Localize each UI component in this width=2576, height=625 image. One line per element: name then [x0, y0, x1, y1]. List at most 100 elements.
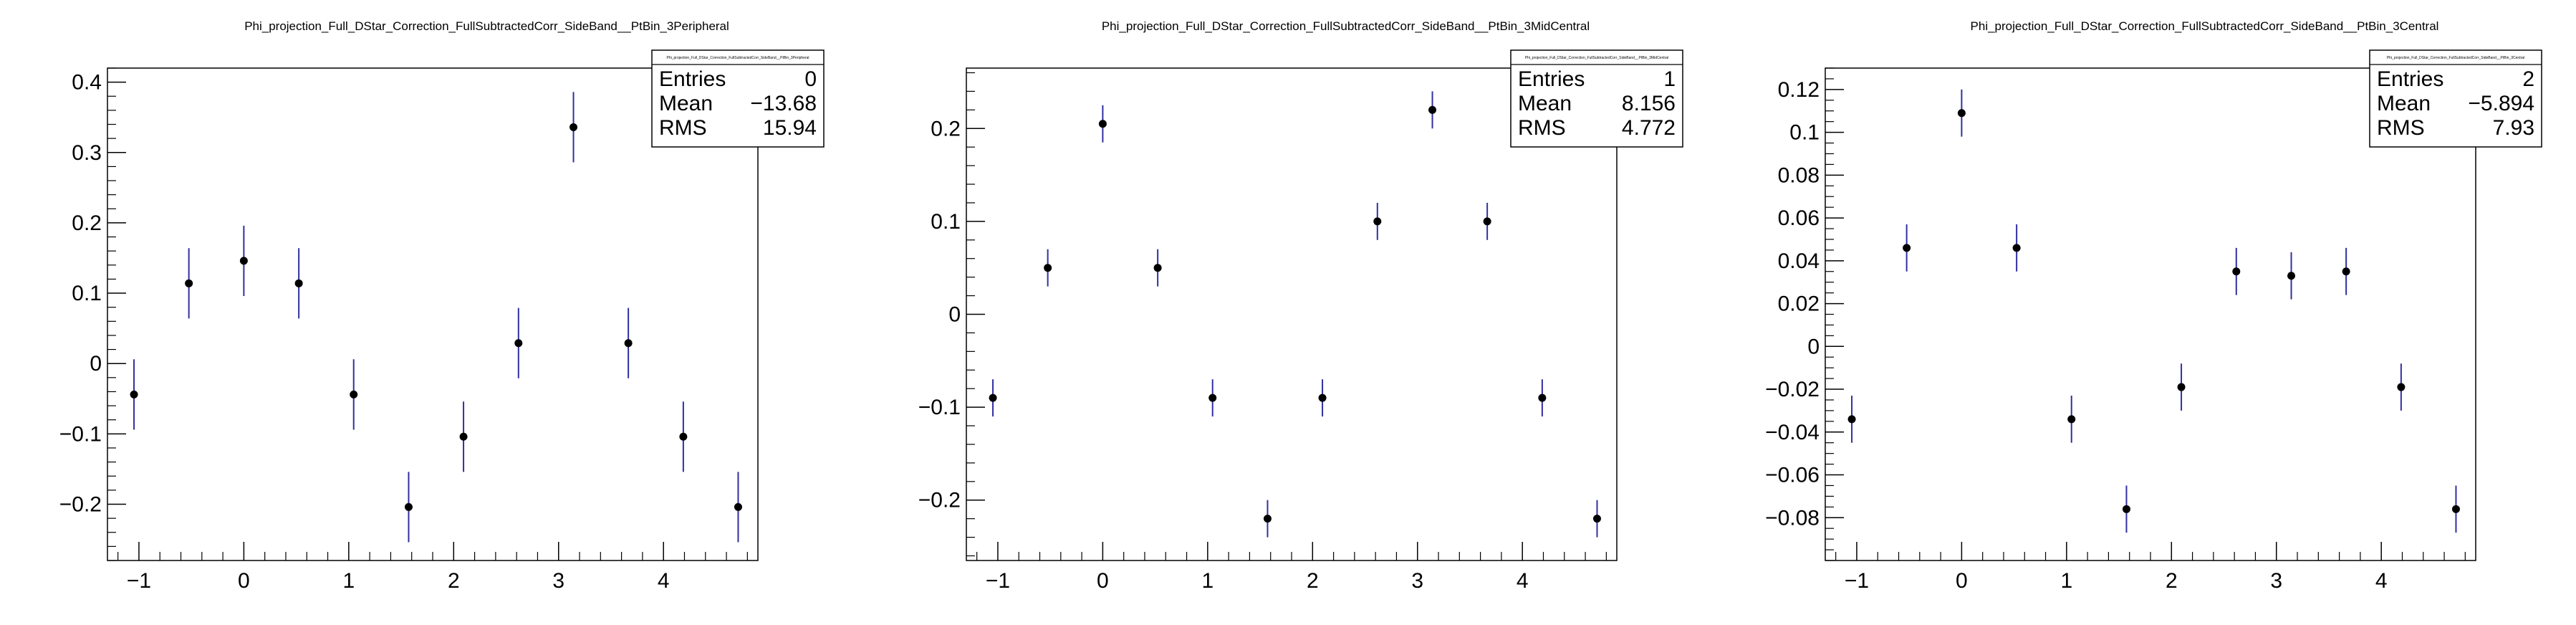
plot-svg: Phi_projection_Full_DStar_Correction_Ful…	[1765, 19, 2542, 593]
y-tick-label: −0.08	[1765, 506, 1820, 530]
x-tick-label: 1	[1201, 569, 1213, 593]
data-point	[1483, 217, 1491, 226]
y-tick-label: −0.04	[1765, 421, 1820, 444]
x-tick-label: 3	[1411, 569, 1423, 593]
stats-box-header: Phi_projection_Full_DStar_Correction_Ful…	[2387, 56, 2524, 60]
y-tick-label: 0	[1807, 335, 1820, 358]
y-tick-label: 0.3	[72, 141, 102, 165]
y-tick-label: 0.2	[931, 117, 961, 140]
stats-value: −13.68	[750, 92, 817, 115]
data-point	[2012, 244, 2021, 252]
plot-panel-central: Phi_projection_Full_DStar_Correction_Ful…	[1718, 0, 2576, 625]
y-tick-label: 0.06	[1778, 206, 1820, 230]
data-point	[459, 432, 468, 441]
data-point	[294, 279, 303, 287]
data-point	[239, 257, 248, 265]
stats-value: 15.94	[763, 116, 817, 140]
data-point	[1153, 264, 1162, 272]
y-tick-label: −0.1	[59, 422, 102, 446]
x-tick-label: −1	[1845, 569, 1869, 593]
data-point	[1098, 120, 1107, 128]
data-point	[2451, 505, 2460, 513]
plot-svg: Phi_projection_Full_DStar_Correction_Ful…	[59, 19, 825, 593]
y-tick-label: 0.4	[72, 71, 102, 95]
data-point	[1318, 393, 1327, 402]
data-point	[2342, 267, 2350, 276]
x-tick-label: 4	[1517, 569, 1529, 593]
x-tick-label: 3	[552, 569, 564, 593]
x-tick-label: 0	[238, 569, 250, 593]
stats-box: Phi_projection_Full_DStar_Correction_Ful…	[2369, 49, 2542, 148]
y-tick-label: −0.06	[1765, 464, 1820, 487]
data-point	[624, 339, 633, 348]
stats-label: Mean	[659, 92, 713, 115]
stats-label: Entries	[2377, 67, 2443, 91]
stats-box: Phi_projection_Full_DStar_Correction_Ful…	[1510, 49, 1683, 148]
data-point	[1592, 515, 1601, 523]
stats-label: Entries	[659, 67, 726, 91]
plot-svg: Phi_projection_Full_DStar_Correction_Ful…	[918, 19, 1683, 593]
y-tick-label: 0.08	[1778, 163, 1820, 187]
stats-value: 4.772	[1622, 116, 1676, 140]
data-point	[2177, 383, 2186, 391]
data-point	[404, 502, 413, 511]
y-tick-label: −0.1	[918, 396, 961, 419]
y-tick-label: 0.1	[72, 282, 102, 305]
stats-box-header: Phi_projection_Full_DStar_Correction_Ful…	[666, 56, 809, 60]
x-tick-label: 1	[2060, 569, 2072, 593]
stats-value: 0	[804, 67, 817, 91]
data-point	[1847, 415, 1856, 424]
y-tick-label: 0.1	[1789, 121, 1820, 145]
data-point	[1903, 244, 1911, 252]
stats-value: 2	[2522, 67, 2534, 91]
x-tick-label: −1	[986, 569, 1010, 593]
plot-title: Phi_projection_Full_DStar_Correction_Ful…	[1971, 19, 2439, 33]
data-point	[1044, 264, 1052, 272]
y-tick-label: 0.2	[72, 211, 102, 235]
data-point	[2232, 267, 2241, 276]
y-tick-label: −0.2	[59, 492, 102, 516]
y-tick-label: −0.02	[1765, 378, 1820, 401]
data-point	[2397, 383, 2406, 391]
x-tick-label: 2	[1307, 569, 1319, 593]
data-point	[734, 502, 742, 511]
data-point	[2287, 272, 2296, 280]
y-tick-label: −0.2	[918, 489, 961, 512]
data-point	[1538, 393, 1547, 402]
stats-box-frame	[651, 49, 825, 148]
y-tick-label: 0.1	[931, 210, 961, 234]
plot-panel-midcentral: Phi_projection_Full_DStar_Correction_Ful…	[859, 0, 1718, 625]
stats-value: 1	[1663, 67, 1676, 91]
stats-box-header: Phi_projection_Full_DStar_Correction_Ful…	[1525, 56, 1668, 60]
data-point	[569, 123, 578, 131]
data-point	[1373, 217, 1382, 226]
data-point	[185, 279, 193, 287]
data-point	[130, 390, 138, 399]
stats-label: Mean	[1518, 92, 1572, 115]
data-point	[1957, 109, 1966, 118]
data-point	[1263, 515, 1272, 523]
plot-panel-peripheral: Phi_projection_Full_DStar_Correction_Ful…	[0, 0, 859, 625]
y-tick-label: 0.04	[1778, 249, 1820, 273]
x-tick-label: 3	[2270, 569, 2282, 593]
x-tick-label: 0	[1956, 569, 1968, 593]
y-tick-label: 0	[948, 303, 961, 327]
stats-label: Mean	[2377, 92, 2431, 115]
y-tick-label: 0	[90, 352, 102, 376]
data-point	[514, 339, 523, 348]
data-point	[2122, 505, 2130, 513]
x-tick-label: 1	[342, 569, 355, 593]
stats-box-frame	[2369, 49, 2542, 148]
plot-title: Phi_projection_Full_DStar_Correction_Ful…	[244, 19, 729, 33]
x-tick-label: −1	[127, 569, 151, 593]
data-point	[1428, 105, 1437, 114]
y-tick-label: 0.02	[1778, 292, 1820, 316]
data-point	[679, 432, 688, 441]
stats-label: RMS	[1518, 116, 1566, 140]
x-tick-label: 0	[1097, 569, 1109, 593]
stats-value: 8.156	[1622, 92, 1676, 115]
data-point	[350, 390, 358, 399]
stats-box: Phi_projection_Full_DStar_Correction_Ful…	[651, 49, 825, 148]
x-tick-label: 2	[2166, 569, 2178, 593]
